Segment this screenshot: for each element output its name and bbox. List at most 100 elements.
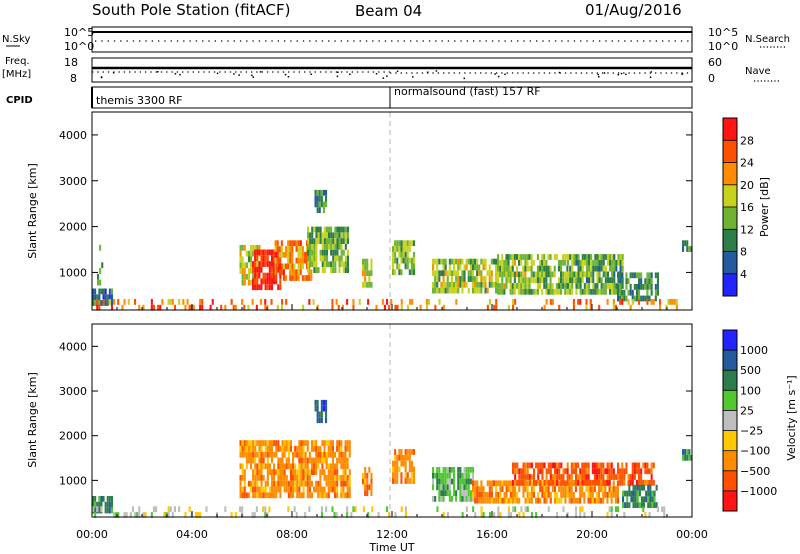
power-cell (344, 267, 347, 273)
velocity-cell (258, 446, 261, 452)
power-cell (254, 272, 257, 279)
velocity-cell (638, 462, 641, 469)
power-cell (336, 255, 339, 262)
power-cell (337, 304, 340, 311)
power-cell (239, 268, 242, 274)
power-cell (264, 249, 267, 256)
power-cell (621, 272, 624, 279)
power-cell (307, 267, 310, 273)
power-cell (505, 271, 508, 278)
power-cell (289, 269, 292, 276)
velocity-cell (636, 502, 639, 508)
power-x-ticks (91, 304, 693, 310)
velocity-cell (638, 502, 641, 508)
cpid-mode-2: normalsound (fast) 157 RF (394, 85, 541, 98)
power-cell (344, 232, 347, 239)
power-cell (675, 299, 678, 305)
y-tick-label: 1000 (59, 266, 87, 279)
velocity-cell (556, 497, 559, 504)
power-cell (499, 259, 502, 266)
power-cell (303, 257, 306, 264)
velocity-cell (298, 440, 301, 446)
power-cell (459, 258, 462, 265)
velocity-cell (306, 446, 309, 452)
power-cell (631, 295, 634, 302)
velocity-cell (579, 506, 582, 513)
power-cell (488, 281, 491, 288)
velocity-cell (568, 497, 571, 504)
x-tick-label: 00:00 (76, 528, 108, 541)
power-cell (308, 299, 311, 305)
power-cell (342, 249, 345, 256)
power-cell (515, 254, 518, 260)
power-cell (264, 284, 267, 291)
velocity-cell (514, 462, 517, 469)
power-cell (406, 246, 409, 252)
velocity-cell (621, 479, 624, 486)
colorbar-tick-label: −100 (740, 445, 770, 458)
velocity-cell (129, 512, 132, 518)
power-cell (313, 226, 316, 233)
power-cell (150, 299, 153, 305)
power-cell (110, 304, 113, 311)
power-cell (280, 263, 283, 270)
velocity-cell (556, 468, 559, 475)
velocity-cell (518, 474, 521, 480)
velocity-cell (304, 463, 307, 470)
power-cell (560, 259, 563, 266)
power-cell (650, 284, 653, 290)
power-cell (463, 264, 466, 271)
velocity-cell (346, 457, 349, 464)
velocity-cell (581, 474, 584, 480)
velocity-cell (432, 478, 435, 485)
velocity-cell (575, 468, 578, 475)
velocity-cell (102, 496, 105, 502)
colorbar-segment (723, 229, 737, 252)
power-cell (467, 258, 470, 265)
power-cell (270, 261, 273, 267)
velocity-cell (610, 492, 613, 498)
power-cell (507, 259, 510, 266)
power-cell (457, 270, 460, 277)
velocity-cell (364, 484, 367, 491)
velocity-cell (625, 468, 628, 475)
velocity-cell (304, 475, 307, 481)
power-cell (594, 283, 597, 289)
velocity-cell (317, 451, 320, 458)
power-cell (273, 261, 276, 267)
power-cell (555, 254, 558, 260)
velocity-cell (554, 479, 557, 486)
velocity-cell (604, 468, 607, 475)
velocity-cell (281, 446, 284, 452)
power-cell (534, 288, 537, 295)
velocity-cell (346, 506, 349, 513)
velocity-cell (251, 512, 254, 518)
power-cell (571, 283, 574, 289)
velocity-cell (268, 486, 271, 493)
power-cell (471, 258, 474, 265)
colorbar-tick-label: 25 (740, 404, 754, 417)
velocity-cell (614, 492, 617, 498)
power-cell (108, 299, 111, 305)
power-cell (331, 304, 334, 311)
velocity-cell (543, 462, 546, 469)
power-cell (609, 277, 612, 284)
velocity-cell (327, 480, 330, 487)
velocity-cell (266, 469, 269, 475)
power-cell (245, 273, 248, 280)
power-cell (486, 270, 489, 277)
freq-left-tick-bottom: 8 (70, 72, 77, 85)
power-cell (362, 258, 365, 265)
colorbar-segment (723, 430, 737, 451)
velocity-cell (306, 463, 309, 470)
power-cell (600, 288, 603, 295)
power-cell (684, 240, 687, 247)
power-cell (99, 279, 102, 286)
power-cell (444, 281, 447, 288)
power-cell (569, 265, 572, 272)
nave-point (603, 72, 606, 74)
velocity-cell (627, 479, 630, 486)
velocity-cell (649, 490, 652, 497)
power-cell (255, 304, 258, 311)
velocity-cell (511, 486, 514, 492)
